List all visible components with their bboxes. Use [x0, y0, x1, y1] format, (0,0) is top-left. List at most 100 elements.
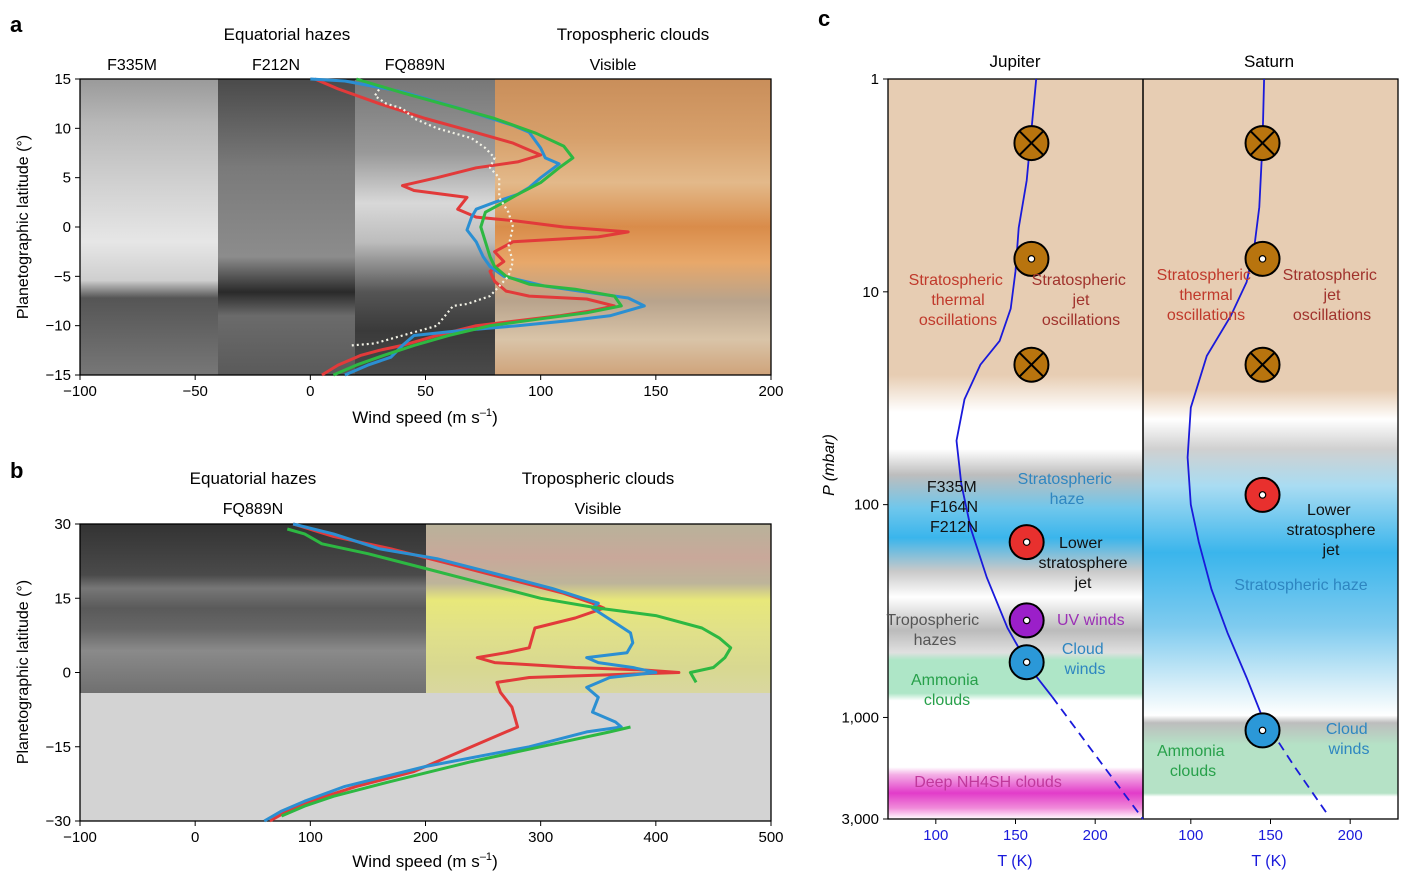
panel-label-a: a	[10, 12, 23, 37]
y-tick-label: 5	[63, 170, 71, 187]
jupiter-label-tropospheric-hazes: Tropospheric hazes	[886, 612, 983, 649]
layer-label-line: jet	[1322, 542, 1340, 559]
x-tick-label: 100	[298, 829, 323, 846]
x-tick-label: 200	[413, 829, 438, 846]
layer-label-line: oscillations	[1167, 307, 1245, 324]
panel-a-x-axis-label: Wind speed (m s–1)	[352, 407, 497, 427]
panel-b-filter-label-visible: Visible	[575, 501, 622, 518]
panel-a-y-axis-label: Planetographic latitude (°)	[15, 135, 32, 319]
y-tick-label: 10	[862, 284, 879, 301]
jupiter-layer-background	[888, 79, 1143, 819]
jupiter-label-cloud-winds: Cloud winds	[1062, 641, 1108, 678]
x-tick-label: 0	[191, 829, 199, 846]
layer-label-line: oscillations	[1293, 307, 1371, 324]
temperature-profile-extrapolated	[1051, 696, 1144, 820]
layer-label-line: jet	[1074, 575, 1092, 592]
panel-b-y-axis-label: Planetographic latitude (°)	[15, 580, 32, 764]
series-line	[280, 725, 631, 818]
jupiter-label-filters: F335M F164N F212N	[927, 479, 981, 536]
panel-a-group-label-clouds: Tropospheric clouds	[557, 25, 709, 44]
series-line	[263, 522, 658, 823]
y-tick-label: 15	[54, 590, 71, 607]
series-line	[351, 88, 515, 347]
layer-label-line: haze	[1050, 491, 1085, 508]
y-tick-label: −10	[46, 318, 71, 335]
series-line	[314, 77, 630, 377]
panel-a-filter-label-fq889n: FQ889N	[385, 57, 445, 74]
saturn-layer-background	[1143, 79, 1398, 819]
layer-label-line: winds	[1328, 741, 1370, 758]
panel-b-filter-label-fq889n: FQ889N	[223, 501, 283, 518]
x-tick-label: 150	[643, 383, 668, 400]
panel-a-x-ticks: −100 −50 0 50 100 150 200	[63, 375, 784, 400]
panel-b-group-label-clouds: Tropospheric clouds	[522, 469, 674, 488]
x-tick-label: −50	[182, 383, 207, 400]
x-tick-label: 200	[1083, 827, 1108, 844]
panel-a-image-f212n	[218, 79, 355, 375]
panel-a-filter-label-f335m: F335M	[107, 57, 157, 74]
series-line	[269, 522, 681, 823]
layer-label-line: stratosphere	[1039, 555, 1128, 572]
jupiter-label-uv-winds: UV winds	[1057, 612, 1125, 629]
layer-label-line: stratosphere	[1287, 522, 1376, 539]
y-tick-label: 30	[54, 516, 71, 533]
y-tick-label: −15	[46, 367, 71, 384]
wind-marker	[1244, 346, 1281, 383]
saturn-label-thermal-oscillations: Stratospheric thermal oscillations	[1157, 267, 1256, 324]
panel-a-group-label-hazes: Equatorial hazes	[224, 25, 351, 44]
x-tick-label: 400	[643, 829, 668, 846]
wind-marker	[1244, 712, 1281, 749]
jupiter-label-ammonia-clouds: Ammonia clouds	[911, 672, 983, 709]
x-tick-label: 200	[758, 383, 783, 400]
layer-label-line: clouds	[1170, 763, 1216, 780]
panel-c-y-ticks: 1 10 100 1,000 3,000	[841, 71, 888, 828]
layer-label-line: oscillations	[919, 312, 997, 329]
layer-label-line: F212N	[930, 519, 978, 536]
x-tick-label: −100	[63, 829, 97, 846]
x-tick-label: 150	[1003, 827, 1028, 844]
wind-marker	[1008, 524, 1045, 561]
x-tick-label: 100	[1178, 827, 1203, 844]
jupiter-title: Jupiter	[989, 52, 1040, 71]
layer-label-line: thermal	[1179, 287, 1232, 304]
layer-label-line: thermal	[931, 292, 984, 309]
wind-marker	[1013, 125, 1050, 162]
y-tick-label: −30	[46, 813, 71, 830]
panel-a-filter-label-f212n: F212N	[252, 57, 300, 74]
y-tick-label: 1	[871, 71, 879, 88]
wind-marker	[1244, 476, 1281, 513]
x-tick-label: 100	[528, 383, 553, 400]
panel-b-x-ticks: −100 0 100 200 300 400 500	[63, 821, 784, 846]
jupiter-label-lower-stratosphere-jet: Lower stratosphere jet	[1039, 535, 1128, 592]
panel-c-x-axis-label-saturn: T (K)	[1251, 853, 1286, 870]
x-tick-label: 0	[306, 383, 314, 400]
panel-c-wind-markers	[1008, 125, 1281, 749]
jupiter-label-stratospheric-haze: Stratospheric haze	[1018, 471, 1117, 508]
y-tick-label: −5	[54, 268, 71, 285]
y-tick-label: 0	[63, 219, 71, 236]
y-tick-label: 100	[854, 497, 879, 514]
layer-label-line: jet	[1072, 292, 1090, 309]
panel-c-x-axis-label-jupiter: T (K)	[997, 853, 1032, 870]
saturn-label-lower-stratosphere-jet: Lower stratosphere jet	[1287, 502, 1376, 559]
x-tick-label: 200	[1338, 827, 1363, 844]
x-tick-label: −100	[63, 383, 97, 400]
y-tick-label: 3,000	[841, 811, 879, 828]
wind-marker	[1013, 240, 1050, 277]
y-tick-label: 1,000	[841, 709, 879, 726]
saturn-label-jet-oscillations: Stratospheric jet oscillations	[1283, 267, 1382, 324]
layer-label-line: clouds	[924, 692, 970, 709]
panel-c-x-ticks: 100 150 200 100 150 200	[923, 819, 1363, 844]
jupiter-label-deep-nh4sh-clouds: Deep NH4SH clouds	[914, 774, 1062, 791]
panel-a: Equatorial hazes Tropospheric clouds F33…	[15, 25, 784, 427]
wind-marker	[1244, 125, 1281, 162]
y-tick-label: 15	[54, 71, 71, 88]
panel-a-filter-label-visible: Visible	[590, 57, 637, 74]
saturn-label-stratospheric-haze: Stratospheric haze	[1234, 577, 1368, 594]
layer-label-line: oscillations	[1042, 312, 1120, 329]
saturn-label-cloud-winds: Cloud winds	[1326, 721, 1372, 758]
y-tick-label: 0	[63, 665, 71, 682]
panel-a-y-ticks: −15 −10 −5 0 5 10 15	[46, 71, 80, 384]
x-tick-label: 300	[528, 829, 553, 846]
